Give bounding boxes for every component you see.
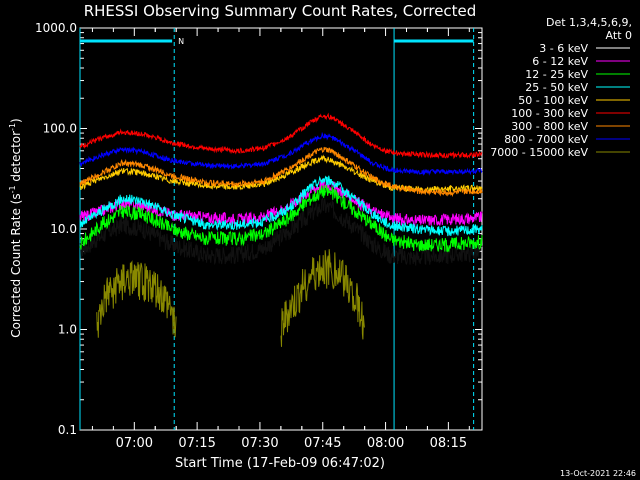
x-tick-label: 07:00 xyxy=(116,436,153,451)
y-tick-label: 0.1 xyxy=(58,423,77,437)
x-tick-label: 07:30 xyxy=(241,436,278,451)
legend-header-line1: Det 1,3,4,5,6,9, xyxy=(546,16,632,29)
x-tick-label: 08:15 xyxy=(430,436,467,451)
series-line-2 xyxy=(79,178,483,228)
legend-label-1: 3 - 6 keV xyxy=(539,42,588,55)
series-line-5 xyxy=(79,154,483,194)
footer-date: 13-Oct-2021 22:46 xyxy=(560,469,636,478)
series-line-3 xyxy=(79,184,483,253)
legend-label-4: 25 - 50 keV xyxy=(525,81,588,94)
series-line-9-segment xyxy=(280,249,365,347)
x-axis-label: Start Time (17-Feb-09 06:47:02) xyxy=(175,456,385,471)
y-axis-label: Corrected Count Rate (s-1 detector-1) xyxy=(8,118,23,337)
legend-label-2: 6 - 12 keV xyxy=(532,55,588,68)
legend-header-line2: Att 0 xyxy=(606,29,632,42)
x-tick-label: 07:45 xyxy=(304,436,341,451)
series-line-4 xyxy=(79,175,483,237)
legend-label-3: 12 - 25 keV xyxy=(525,68,588,81)
axis-ticks: 0.1 1.0 10.0 100.0 1000.0 07:00 07:15 07:30 07:4… xyxy=(35,21,482,451)
y-tick-label: 100.0 xyxy=(43,122,77,136)
legend-label-9: 7000 - 15000 keV xyxy=(490,146,588,159)
x-tick-label: 07:15 xyxy=(178,436,215,451)
chart-title: RHESSI Observing Summary Count Rates, Co… xyxy=(84,2,477,20)
x-tick-label: 08:00 xyxy=(367,436,404,451)
vertical-markers: N xyxy=(79,28,475,430)
legend-label-7: 300 - 800 keV xyxy=(511,120,588,133)
series-line-7 xyxy=(79,146,483,198)
series-line-8 xyxy=(79,131,483,176)
series-line-6 xyxy=(79,112,483,160)
saa-flag-label: N xyxy=(178,37,184,46)
legend-label-8: 800 - 7000 keV xyxy=(504,133,588,146)
y-tick-label: 1000.0 xyxy=(35,21,77,35)
series-layer xyxy=(79,112,483,347)
y-tick-label: 10.0 xyxy=(50,222,77,236)
legend-label-6: 100 - 300 keV xyxy=(511,107,588,120)
series-line-9-segment xyxy=(96,260,177,338)
legend-label-5: 50 - 100 keV xyxy=(518,94,588,107)
series-line-1 xyxy=(79,197,483,266)
y-tick-label: 1.0 xyxy=(58,323,77,337)
